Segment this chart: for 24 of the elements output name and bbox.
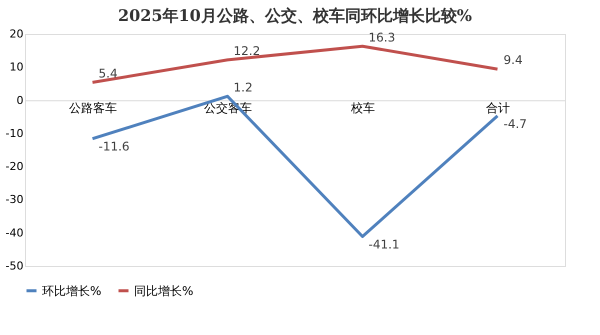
y-tick-label: 20 [10, 28, 24, 40]
y-tick-label: 0 [16, 94, 24, 107]
chart-title: 2025年10月公路、公交、校车同环比增长比较% [118, 6, 472, 25]
y-tick-label: -50 [6, 260, 24, 272]
data-label: 1.2 [234, 80, 253, 94]
data-label: 12.2 [234, 44, 260, 58]
data-label: -4.7 [504, 116, 527, 131]
line-series [91, 44, 499, 84]
data-label: 16.3 [368, 30, 396, 44]
data-label: -11.6 [98, 140, 130, 154]
x-tick-label: 合计 [486, 100, 510, 115]
legend-label: 环比增长% [42, 284, 102, 298]
y-tick-label: -30 [6, 193, 24, 206]
y-tick-label: -10 [6, 126, 24, 140]
y-tick-label: -40 [6, 226, 24, 240]
line-series [91, 94, 499, 238]
y-tick-label: 10 [10, 60, 24, 74]
y-tick-label: -20 [6, 160, 24, 174]
data-label: 5.4 [98, 66, 118, 80]
legend-label: 同比增长% [134, 284, 194, 298]
data-label: 9.4 [504, 53, 523, 68]
x-tick-label: 公路客车 [69, 100, 117, 115]
x-tick-label: 校车 [350, 100, 375, 115]
data-label: -41.1 [368, 238, 400, 252]
